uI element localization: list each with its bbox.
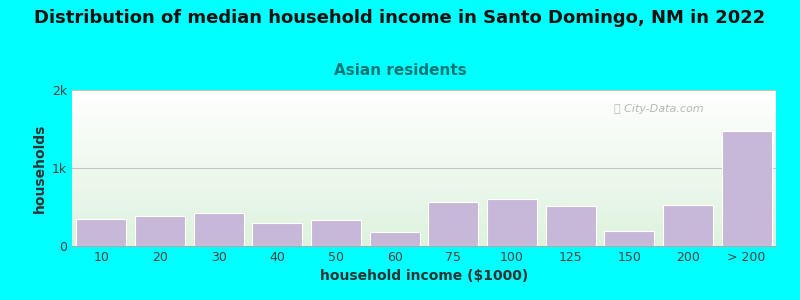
Bar: [487, 199, 537, 246]
Bar: [77, 220, 126, 246]
Bar: [663, 205, 713, 246]
Bar: [605, 231, 654, 246]
Bar: [311, 220, 361, 246]
Text: ⓘ City-Data.com: ⓘ City-Data.com: [614, 104, 704, 114]
Bar: [253, 223, 302, 246]
Bar: [194, 213, 243, 246]
Bar: [429, 202, 478, 246]
Bar: [546, 206, 595, 246]
X-axis label: household income ($1000): household income ($1000): [320, 269, 528, 284]
Bar: [135, 216, 185, 246]
Text: Asian residents: Asian residents: [334, 63, 466, 78]
Text: Distribution of median household income in Santo Domingo, NM in 2022: Distribution of median household income …: [34, 9, 766, 27]
Y-axis label: households: households: [33, 123, 46, 213]
Bar: [722, 130, 771, 246]
Bar: [370, 232, 419, 246]
